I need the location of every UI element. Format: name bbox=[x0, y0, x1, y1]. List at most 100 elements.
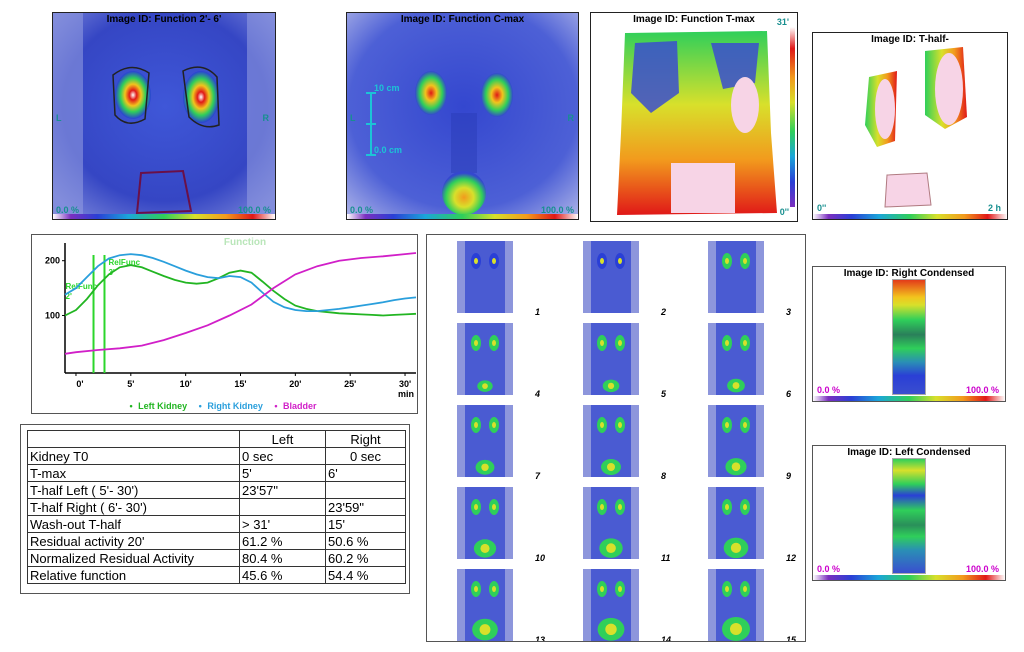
image-title: Image ID: Right Condensed bbox=[843, 268, 975, 279]
legend-right-kidney: • Right Kidney bbox=[198, 401, 263, 411]
results-table-panel: Left Right Kidney T0 0 sec 0 sec T-max 5' 6' T… bbox=[20, 424, 410, 594]
table-row: T-half Left ( 5'- 30') 23'57" bbox=[27, 481, 406, 499]
row-label-cell: Kidney T0 bbox=[27, 447, 240, 465]
frame-number: 12 bbox=[786, 553, 797, 563]
montage-frame[interactable] bbox=[708, 487, 764, 559]
left-side-label: L bbox=[56, 113, 62, 123]
montage-frame[interactable] bbox=[457, 241, 513, 313]
right-value-cell: 54.4 % bbox=[325, 566, 406, 584]
right-value-cell bbox=[325, 481, 406, 499]
renogram-plot-area: Function 0' 5' 10' 15' 20' 25' 30'min 200 100 Rel… bbox=[45, 237, 417, 399]
frame-number: 3 bbox=[786, 307, 792, 317]
image-function-2-6[interactable]: Image ID: Function 2'- 6' L R 0.0 % 100.… bbox=[52, 12, 276, 220]
ruler-top-label: 10 cm bbox=[374, 83, 400, 93]
color-scale-bar bbox=[347, 214, 578, 219]
table-header-row: Left Right bbox=[27, 430, 406, 448]
montage-frame[interactable] bbox=[457, 487, 513, 559]
x-tick-label: 30' bbox=[399, 379, 411, 389]
montage-frame[interactable] bbox=[583, 241, 639, 313]
table-row: Normalized Residual Activity 80.4 % 60.2 % bbox=[27, 549, 406, 567]
scale-min-label: 0.0 % bbox=[56, 205, 80, 215]
montage-frame[interactable] bbox=[457, 323, 513, 395]
montage-frame[interactable] bbox=[708, 241, 764, 313]
montage-frame[interactable] bbox=[708, 569, 764, 641]
x-tick-label: 25' bbox=[344, 379, 356, 389]
montage-frame[interactable] bbox=[708, 323, 764, 395]
scale-max-label: 100.0 % bbox=[965, 564, 999, 574]
right-value-cell: 6' bbox=[325, 464, 406, 482]
right-side-label: R bbox=[567, 113, 575, 123]
x-tick-label: 5' bbox=[127, 379, 134, 389]
y-tick-label: 100 bbox=[45, 310, 60, 320]
legend-bladder: • Bladder bbox=[274, 401, 317, 411]
montage-frame[interactable] bbox=[457, 569, 513, 641]
right-value-cell: 50.6 % bbox=[325, 532, 406, 550]
x-tick-label: 0' bbox=[76, 379, 83, 389]
frame-number: 10 bbox=[535, 553, 546, 563]
frame-number: 14 bbox=[661, 635, 672, 642]
montage-frame[interactable] bbox=[583, 569, 639, 641]
left-value-cell: 45.6 % bbox=[239, 566, 326, 584]
condensed-strip bbox=[892, 458, 926, 574]
montage-frame[interactable] bbox=[583, 405, 639, 477]
left-value-cell: 61.2 % bbox=[239, 532, 326, 550]
right-side-label: R bbox=[262, 113, 270, 123]
dynamic-frames-montage[interactable]: 1 2 3 4 5 6 7 8 9 10 11 12 13 14 15 bbox=[426, 234, 806, 642]
color-scale-bar bbox=[813, 396, 1005, 401]
row-label-cell: T-half Right ( 6'- 30') bbox=[27, 498, 240, 516]
row-label-cell: Normalized Residual Activity bbox=[27, 549, 240, 567]
series-line-right-kidney bbox=[64, 253, 417, 312]
scale-min-label: 0'' bbox=[817, 203, 827, 213]
frame-number: 5 bbox=[661, 389, 667, 399]
x-tick-label: 20' bbox=[289, 379, 301, 389]
image-title: Image ID: T-half- bbox=[871, 34, 949, 45]
image-right-condensed[interactable]: Image ID: Right Condensed 0.0 % 100.0 % bbox=[812, 266, 1006, 402]
table-header-cell: Left bbox=[239, 430, 326, 448]
scale-top-label: 31' bbox=[776, 17, 789, 27]
left-value-cell: > 31' bbox=[239, 515, 326, 533]
x-tick-label: 15' bbox=[234, 379, 246, 389]
right-value-cell: 23'59" bbox=[325, 498, 406, 516]
relfunc-marker-label: RelFunc bbox=[108, 258, 140, 267]
scale-max-label: 100.0 % bbox=[237, 205, 271, 215]
scale-max-label: 2 h bbox=[987, 203, 1001, 213]
row-label-cell: Relative function bbox=[27, 566, 240, 584]
table-row: T-max 5' 6' bbox=[27, 464, 406, 482]
relfunc-marker-label: 2' bbox=[66, 292, 72, 301]
x-axis-label: min bbox=[398, 389, 414, 399]
y-tick-label: 200 bbox=[45, 256, 60, 266]
series-line-left-kidney bbox=[64, 264, 417, 317]
right-value-cell: 60.2 % bbox=[325, 549, 406, 567]
frame-number: 6 bbox=[786, 389, 792, 399]
image-title: Image ID: Function T-max bbox=[633, 14, 755, 25]
scale-min-label: 0.0 % bbox=[817, 385, 841, 395]
ruler-icon[interactable] bbox=[365, 91, 377, 157]
renogram-chart[interactable]: Function 0' 5' 10' 15' 20' 25' 30' min 200 100 Rel… bbox=[31, 234, 418, 414]
montage-frame[interactable] bbox=[583, 323, 639, 395]
results-table: Left Right Kidney T0 0 sec 0 sec T-max 5' 6' T… bbox=[27, 430, 406, 584]
left-value-cell: 80.4 % bbox=[239, 549, 326, 567]
scan-image-function-2-6 bbox=[53, 13, 275, 219]
montage-frame[interactable] bbox=[583, 487, 639, 559]
image-function-cmax[interactable]: Image ID: Function C-max L R 10 cm 0.0 c… bbox=[346, 12, 579, 220]
scale-bottom-label: 0'' bbox=[779, 207, 789, 217]
chart-legend: • Left Kidney • Right Kidney • Bladder bbox=[32, 401, 417, 411]
left-value-cell: 23'57" bbox=[239, 481, 326, 499]
legend-left-kidney: • Left Kidney bbox=[129, 401, 188, 411]
montage-frame[interactable] bbox=[457, 405, 513, 477]
table-row: T-half Right ( 6'- 30') 23'59" bbox=[27, 498, 406, 516]
chart-title: Function bbox=[224, 237, 266, 248]
frame-number: 9 bbox=[786, 471, 792, 481]
scan-image-function-cmax bbox=[347, 13, 578, 219]
scan-image-t-half bbox=[865, 47, 967, 208]
right-value-cell: 15' bbox=[325, 515, 406, 533]
frame-number: 13 bbox=[535, 635, 546, 642]
relfunc-marker-label: RelFunc bbox=[66, 282, 98, 291]
image-left-condensed[interactable]: Image ID: Left Condensed 0.0 % 100.0 % bbox=[812, 445, 1006, 581]
scale-min-label: 0.0 % bbox=[350, 205, 374, 215]
montage-frame[interactable] bbox=[708, 405, 764, 477]
image-t-half[interactable]: Image ID: T-half- 0'' 2 h bbox=[812, 32, 1008, 220]
left-side-label: L bbox=[350, 113, 356, 123]
condensed-strip bbox=[892, 279, 926, 395]
image-function-tmax[interactable]: Image ID: Function T-max 31' 0'' bbox=[590, 12, 798, 222]
